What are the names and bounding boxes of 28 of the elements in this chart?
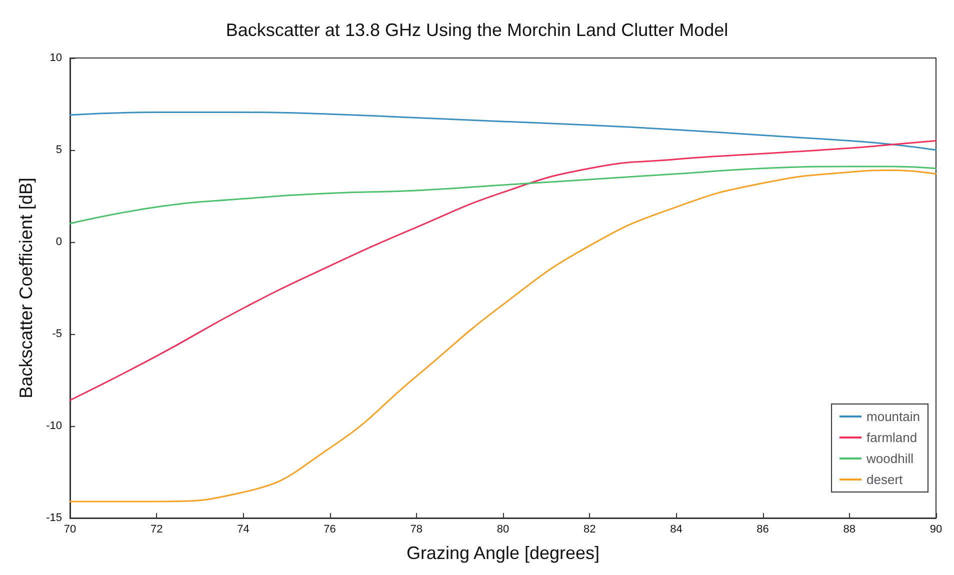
x-tick-label: 72 [150,524,163,536]
x-tick-label: 78 [410,524,423,536]
y-tick-label: 5 [56,144,62,156]
chart-title: Backscatter at 13.8 GHz Using the Morchin Land Clutter Model [226,20,728,40]
legend-label: farmland [866,430,918,445]
legend-label: desert [866,472,904,487]
x-tick-label: 76 [324,524,336,536]
x-axis-title: Grazing Angle [degrees] [406,543,600,563]
x-tick-label: 84 [670,524,682,536]
y-tick-label: 10 [50,52,62,64]
y-tick-label: -10 [46,420,62,432]
x-tick-label: 82 [583,524,596,536]
line-series [69,169,937,502]
x-tick-label: 74 [237,524,250,536]
x-tick-label: 80 [496,524,510,536]
legend-label: woodhill [866,451,914,466]
y-tick-label: -5 [52,328,62,340]
x-tick-label: 86 [756,524,769,536]
line-series [69,112,937,151]
line-series [69,166,937,224]
x-tick-label: 70 [64,524,76,536]
y-axis-title: Backscatter Coefficient [dB] [16,178,36,398]
line-series [69,140,937,401]
y-tick-label: -15 [46,512,62,524]
x-tick-label: 88 [843,524,856,536]
y-tick-label: 0 [56,236,62,248]
legend-label: mountain [866,409,920,424]
x-tick-label: 90 [930,524,942,536]
